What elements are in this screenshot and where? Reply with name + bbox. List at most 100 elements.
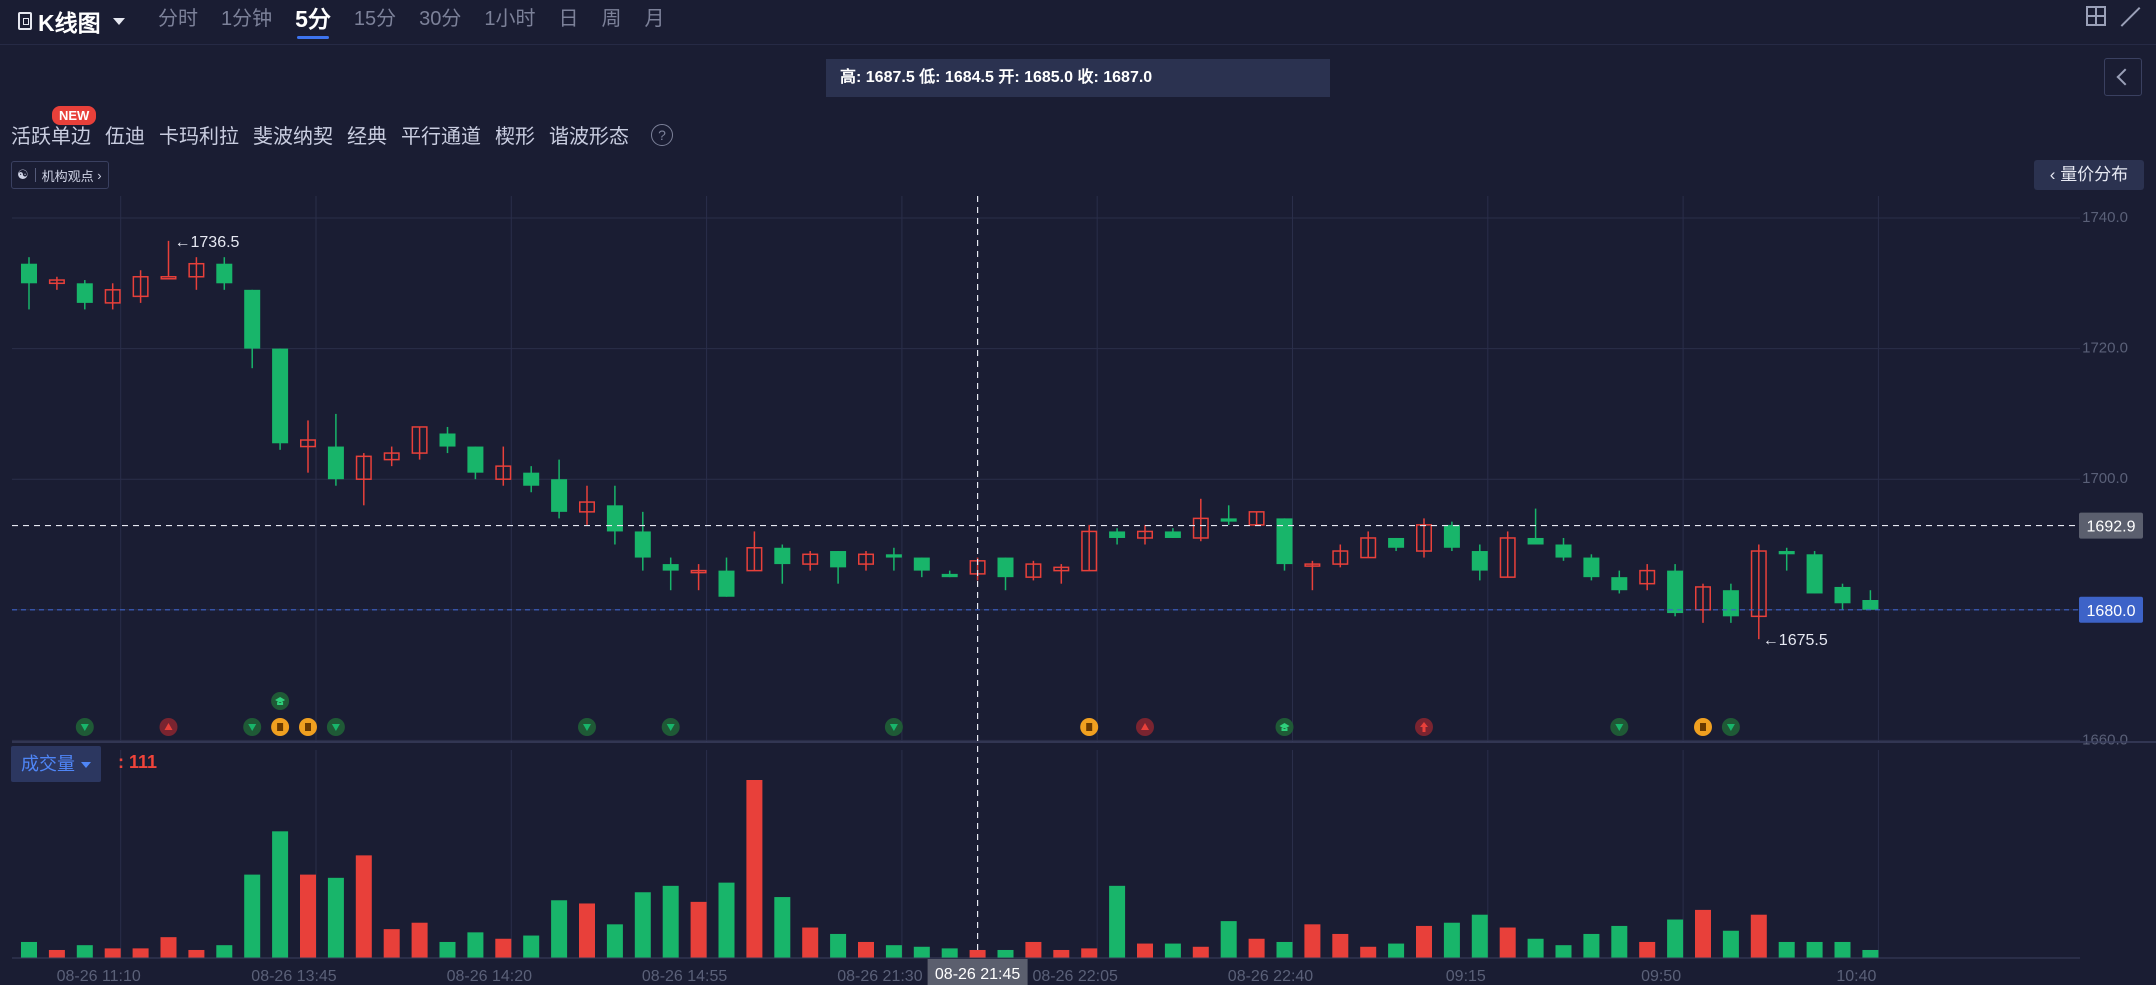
- x-tick-label: 08-26 21:30: [837, 968, 923, 985]
- tool-woodie[interactable]: 伍迪: [105, 126, 145, 148]
- volume-bar: [1416, 925, 1432, 958]
- candle-body: [272, 348, 289, 444]
- tab-period-month[interactable]: 月: [644, 8, 665, 30]
- institution-view-button[interactable]: ☯ 机构观点 ›: [11, 161, 109, 189]
- tool-wedge[interactable]: 楔形: [495, 126, 535, 148]
- tool-camarilla[interactable]: 卡玛利拉: [159, 126, 239, 148]
- volume-indicator-select[interactable]: 成交量: [11, 746, 101, 782]
- volume-bar: [523, 935, 540, 958]
- volume-bar: [1192, 946, 1209, 958]
- question-icon[interactable]: ?: [651, 123, 673, 146]
- ohlc-info-bar: 高: 1687.5 低: 1684.5 开: 1685.0 收: 1687.0: [826, 59, 1330, 97]
- volume-bar: [1583, 933, 1600, 958]
- volume-bar: [885, 945, 902, 958]
- x-tick-label: 10:40: [1836, 968, 1876, 985]
- volume-bar: [690, 901, 707, 958]
- volume-profile-button[interactable]: ‹ 量价分布: [2034, 160, 2144, 190]
- current-price-label: 1680.0: [2087, 603, 2136, 620]
- signal-glyph: [1141, 723, 1149, 730]
- volume-bar: [300, 874, 316, 958]
- crosshair-time-label: 08-26 21:45: [935, 966, 1021, 983]
- candle-body: [1834, 586, 1851, 604]
- tool-harmonic[interactable]: 谐波形态: [549, 126, 629, 148]
- candle-body: [774, 547, 791, 565]
- layout-grid-icon[interactable]: [2086, 6, 2106, 26]
- candle-body: [216, 263, 233, 284]
- volume-bar: [1527, 938, 1544, 958]
- candle-body: [1025, 563, 1042, 578]
- candle-body: [1192, 517, 1209, 539]
- candle-body: [1416, 524, 1432, 552]
- volume-value: : 111: [118, 752, 158, 772]
- volume-bar: [188, 949, 205, 958]
- volume-profile-label: 量价分布: [2060, 165, 2129, 184]
- tab-period-day[interactable]: 日: [558, 8, 579, 30]
- candle-body: [718, 570, 735, 597]
- volume-bar: [913, 946, 930, 958]
- tool-parallel-channel[interactable]: 平行通道: [401, 126, 481, 148]
- chart-type-dropdown[interactable]: K线图: [18, 4, 125, 38]
- volume-bar: [1834, 941, 1851, 958]
- signal-glyph: [248, 724, 257, 731]
- drawing-tools: 活跃单边 伍迪 卡玛利拉 斐波纳契 经典 平行通道 楔形 谐波形态 ?: [11, 120, 673, 149]
- candle-body: [606, 505, 623, 532]
- signal-glyph: [666, 724, 675, 731]
- new-badge: NEW: [52, 106, 97, 125]
- candle-body: [579, 501, 595, 513]
- top-bar: K线图 分时 1分钟 5分 15分 30分 1小时 日 周 月: [0, 0, 2156, 45]
- signal-glyph: [1279, 723, 1290, 731]
- crosshair-price-label: 1692.9: [2087, 519, 2136, 536]
- x-tick-label: 09:50: [1641, 968, 1681, 985]
- volume-bar: [858, 941, 874, 958]
- candle-body: [1583, 557, 1600, 578]
- candle-body: [1276, 518, 1293, 565]
- volume-bar: [21, 941, 37, 958]
- crosshair-time-tag: [927, 959, 1028, 985]
- tool-classic[interactable]: 经典: [347, 126, 387, 148]
- volume-bar: [1667, 919, 1684, 958]
- volume-bar: [1109, 885, 1126, 958]
- volume-bar: [1137, 943, 1153, 958]
- y-tick-label: 1720.0: [2082, 340, 2128, 357]
- tab-period-fenshi[interactable]: 分时: [158, 8, 198, 30]
- volume-bar: [1304, 924, 1321, 958]
- candle-body: [1611, 577, 1628, 591]
- x-tick-label: 08-26 22:05: [1032, 968, 1118, 985]
- candle-body: [1137, 530, 1153, 539]
- volume-bar: [718, 882, 735, 958]
- volume-bar: [76, 945, 93, 958]
- tab-period-1h[interactable]: 1小时: [484, 8, 536, 30]
- divider: [34, 168, 36, 182]
- tool-fibonacci[interactable]: 斐波纳契: [253, 126, 333, 148]
- crosshair-price-tag: [2079, 512, 2143, 539]
- tool-active-side[interactable]: 活跃单边: [11, 126, 91, 148]
- period-tabs: 分时 1分钟 5分 15分 30分 1小时 日 周 月: [158, 4, 688, 39]
- x-tick-label: 08-26 13:45: [251, 968, 337, 985]
- signal-glyph: [164, 723, 173, 730]
- candle-body: [997, 557, 1014, 578]
- signal-glyph: [277, 723, 284, 731]
- tab-period-1min[interactable]: 1分钟: [221, 8, 273, 30]
- candle-body: [48, 279, 65, 285]
- volume-bar: [662, 885, 679, 958]
- tab-period-week[interactable]: 周: [601, 8, 622, 30]
- tab-period-5min[interactable]: 5分: [295, 4, 331, 39]
- chevron-right-icon: ›: [93, 167, 102, 183]
- volume-bar: [48, 949, 65, 958]
- tab-period-30min[interactable]: 30分: [419, 8, 462, 30]
- volume-bar: [1639, 941, 1656, 958]
- kline-doc-icon: [18, 12, 32, 30]
- signal-glyph: [80, 724, 89, 731]
- volume-bar: [606, 924, 623, 958]
- collapse-panel-button[interactable]: [2104, 58, 2142, 96]
- candle-body: [1443, 524, 1460, 548]
- candle-body: [1750, 550, 1767, 618]
- min-price-label: ←1675.5: [1763, 632, 1828, 649]
- candle-body: [1248, 511, 1265, 526]
- candle-body: [1499, 537, 1516, 578]
- tab-period-15min[interactable]: 15分: [353, 8, 397, 30]
- volume-bar: [1220, 921, 1237, 958]
- volume-bar: [439, 941, 456, 958]
- max-price-label: ←1736.5: [175, 234, 240, 251]
